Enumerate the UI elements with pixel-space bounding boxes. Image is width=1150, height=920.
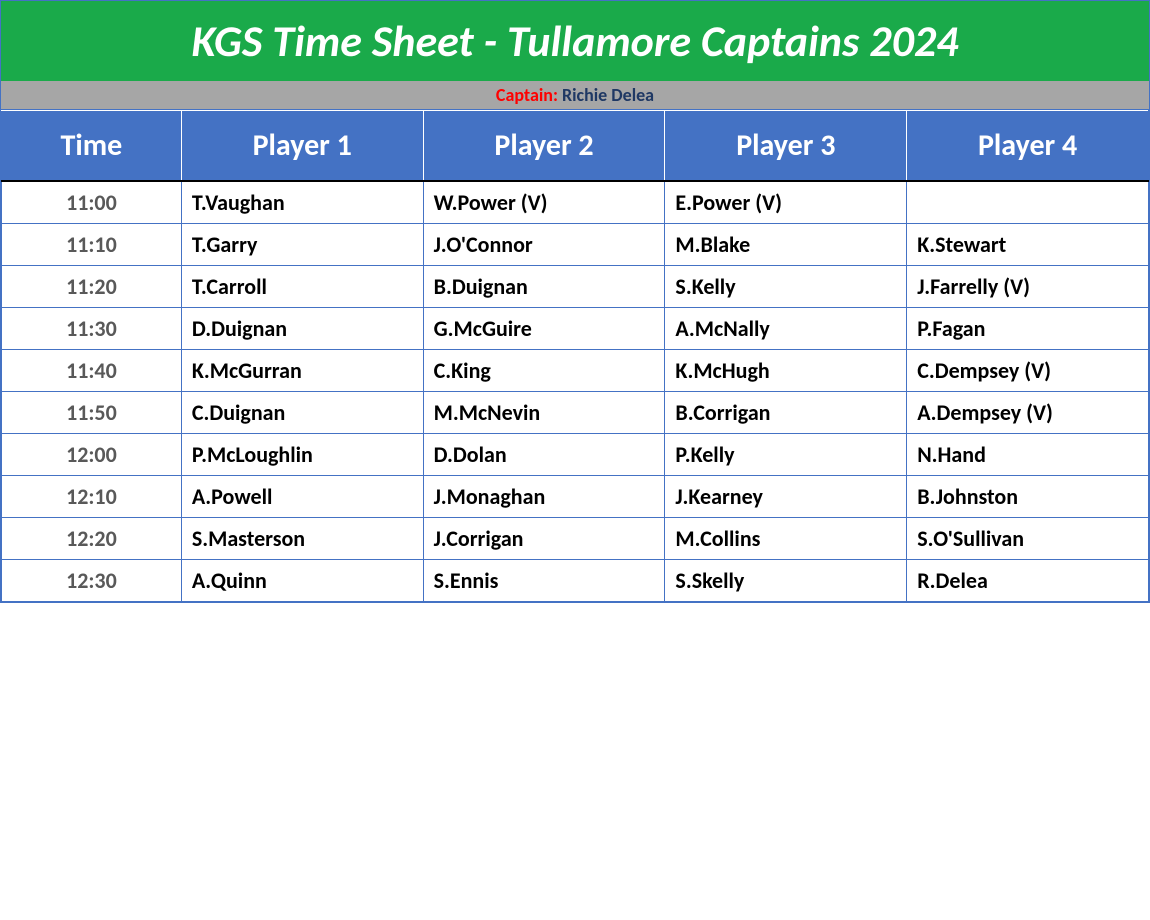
captain-bar: Captain: Richie Delea <box>1 81 1149 110</box>
table-row: 11:10 T.Garry J.O'Connor M.Blake K.Stewa… <box>2 223 1149 265</box>
col-player4: Player 4 <box>907 111 1149 182</box>
time-cell: 12:10 <box>2 475 182 517</box>
player-cell: J.Farrelly (V) <box>907 265 1149 307</box>
player-cell: T.Vaughan <box>181 181 423 223</box>
col-player3: Player 3 <box>665 111 907 182</box>
time-cell: 12:00 <box>2 433 182 475</box>
player-cell: M.McNevin <box>423 391 665 433</box>
time-cell: 11:10 <box>2 223 182 265</box>
timesheet-container: KGS Time Sheet - Tullamore Captains 2024… <box>0 0 1150 603</box>
player-cell: C.Duignan <box>181 391 423 433</box>
time-cell: 11:50 <box>2 391 182 433</box>
header-row: Time Player 1 Player 2 Player 3 Player 4 <box>2 111 1149 182</box>
player-cell: S.Kelly <box>665 265 907 307</box>
player-cell: D.Duignan <box>181 307 423 349</box>
player-cell: P.McLoughlin <box>181 433 423 475</box>
time-cell: 11:40 <box>2 349 182 391</box>
table-row: 11:20 T.Carroll B.Duignan S.Kelly J.Farr… <box>2 265 1149 307</box>
player-cell: K.McGurran <box>181 349 423 391</box>
table-body: 11:00 T.Vaughan W.Power (V) E.Power (V) … <box>2 181 1149 601</box>
table-row: 12:10 A.Powell J.Monaghan J.Kearney B.Jo… <box>2 475 1149 517</box>
player-cell: A.McNally <box>665 307 907 349</box>
player-cell: D.Dolan <box>423 433 665 475</box>
player-cell: S.Ennis <box>423 559 665 601</box>
time-cell: 12:20 <box>2 517 182 559</box>
time-cell: 11:20 <box>2 265 182 307</box>
captain-label: Captain: <box>496 84 558 106</box>
player-cell: B.Corrigan <box>665 391 907 433</box>
player-cell: A.Dempsey (V) <box>907 391 1149 433</box>
player-cell: K.McHugh <box>665 349 907 391</box>
table-row: 12:00 P.McLoughlin D.Dolan P.Kelly N.Han… <box>2 433 1149 475</box>
table-row: 11:30 D.Duignan G.McGuire A.McNally P.Fa… <box>2 307 1149 349</box>
player-cell: P.Fagan <box>907 307 1149 349</box>
player-cell: E.Power (V) <box>665 181 907 223</box>
player-cell: M.Collins <box>665 517 907 559</box>
col-time: Time <box>2 111 182 182</box>
player-cell: R.Delea <box>907 559 1149 601</box>
player-cell: W.Power (V) <box>423 181 665 223</box>
player-cell: G.McGuire <box>423 307 665 349</box>
player-cell <box>907 181 1149 223</box>
player-cell: S.Skelly <box>665 559 907 601</box>
player-cell: S.O'Sullivan <box>907 517 1149 559</box>
player-cell: J.Monaghan <box>423 475 665 517</box>
player-cell: C.King <box>423 349 665 391</box>
table-row: 11:50 C.Duignan M.McNevin B.Corrigan A.D… <box>2 391 1149 433</box>
player-cell: J.Corrigan <box>423 517 665 559</box>
col-player1: Player 1 <box>181 111 423 182</box>
player-cell: C.Dempsey (V) <box>907 349 1149 391</box>
player-cell: K.Stewart <box>907 223 1149 265</box>
player-cell: T.Carroll <box>181 265 423 307</box>
time-cell: 11:00 <box>2 181 182 223</box>
player-cell: N.Hand <box>907 433 1149 475</box>
time-cell: 11:30 <box>2 307 182 349</box>
table-row: 11:40 K.McGurran C.King K.McHugh C.Demps… <box>2 349 1149 391</box>
player-cell: S.Masterson <box>181 517 423 559</box>
table-row: 11:00 T.Vaughan W.Power (V) E.Power (V) <box>2 181 1149 223</box>
time-cell: 12:30 <box>2 559 182 601</box>
table-row: 12:20 S.Masterson J.Corrigan M.Collins S… <box>2 517 1149 559</box>
player-cell: M.Blake <box>665 223 907 265</box>
col-player2: Player 2 <box>423 111 665 182</box>
captain-name: Richie Delea <box>558 84 654 106</box>
player-cell: P.Kelly <box>665 433 907 475</box>
timesheet-table: Time Player 1 Player 2 Player 3 Player 4… <box>1 110 1149 602</box>
player-cell: A.Powell <box>181 475 423 517</box>
player-cell: J.O'Connor <box>423 223 665 265</box>
player-cell: B.Duignan <box>423 265 665 307</box>
player-cell: T.Garry <box>181 223 423 265</box>
table-row: 12:30 A.Quinn S.Ennis S.Skelly R.Delea <box>2 559 1149 601</box>
player-cell: B.Johnston <box>907 475 1149 517</box>
title-bar: KGS Time Sheet - Tullamore Captains 2024 <box>1 1 1149 81</box>
player-cell: A.Quinn <box>181 559 423 601</box>
player-cell: J.Kearney <box>665 475 907 517</box>
